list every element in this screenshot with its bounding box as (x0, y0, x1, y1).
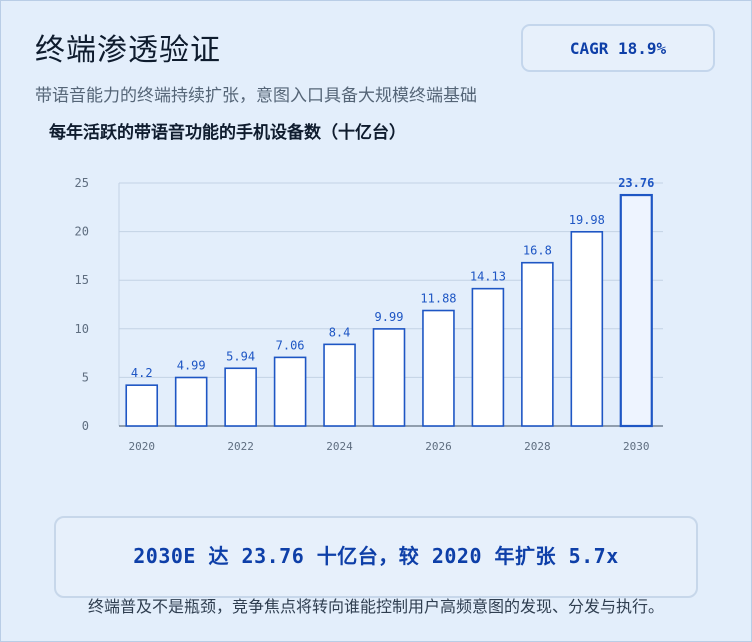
bar (224, 367, 257, 427)
bar-value-label: 4.2 (131, 366, 153, 380)
bar-value-label: 5.94 (226, 349, 255, 363)
chart-title: 每年活跃的带语音功能的手机设备数（十亿台） (49, 123, 406, 143)
bar-value-label: 11.88 (420, 292, 456, 306)
x-tick-label: 2026 (425, 440, 452, 453)
bar (125, 384, 159, 427)
x-tick-label: 2022 (227, 440, 254, 453)
y-tick-label: 15 (75, 273, 89, 287)
bar (619, 193, 653, 428)
bar (174, 376, 208, 427)
callout-box: 2030E 达 23.76 十亿台，较 2020 年扩张 5.7x (54, 516, 698, 598)
bar (323, 343, 356, 427)
x-tick-label: 2020 (128, 440, 155, 453)
bar-chart: 0 5 10 15 20 25 4.2 2020 4.99 5.94 2022 7.06 8.4 2024… (75, 176, 663, 453)
y-tick-label: 5 (82, 370, 89, 384)
page-title: 终端渗透验证 (35, 33, 221, 68)
x-tick-label: 2030 (623, 440, 650, 453)
bar (570, 230, 604, 427)
footnote: 终端普及不是瓶颈，竞争焦点将转向谁能控制用户高频意图的发现、分发与执行。 (87, 597, 664, 616)
y-tick-label: 0 (82, 419, 89, 433)
bar-value-label: 23.76 (618, 176, 654, 190)
cagr-badge: CAGR 18.9% (521, 24, 715, 72)
bar-value-label: 19.98 (569, 213, 605, 227)
bar-value-label: 16.8 (523, 244, 552, 258)
page-subtitle: 带语音能力的终端持续扩张，意图入口具备大规模终端基础 (35, 86, 477, 106)
bar (422, 309, 455, 427)
bar-value-label: 9.99 (375, 310, 404, 324)
y-tick-label: 20 (75, 225, 89, 239)
x-tick-label: 2028 (524, 440, 551, 453)
bar-value-label: 4.99 (177, 358, 206, 372)
bar (471, 287, 505, 427)
bar-value-label: 14.13 (470, 270, 506, 284)
bar (273, 356, 307, 427)
bar (372, 328, 406, 427)
x-tick-label: 2024 (326, 440, 353, 453)
y-tick-label: 10 (75, 322, 89, 336)
bar-value-label: 7.06 (276, 338, 305, 352)
bar-value-label: 8.4 (329, 325, 351, 339)
y-tick-label: 25 (75, 176, 89, 190)
bar (521, 261, 554, 427)
callout-text: 2030E 达 23.76 十亿台，较 2020 年扩张 5.7x (133, 543, 619, 568)
